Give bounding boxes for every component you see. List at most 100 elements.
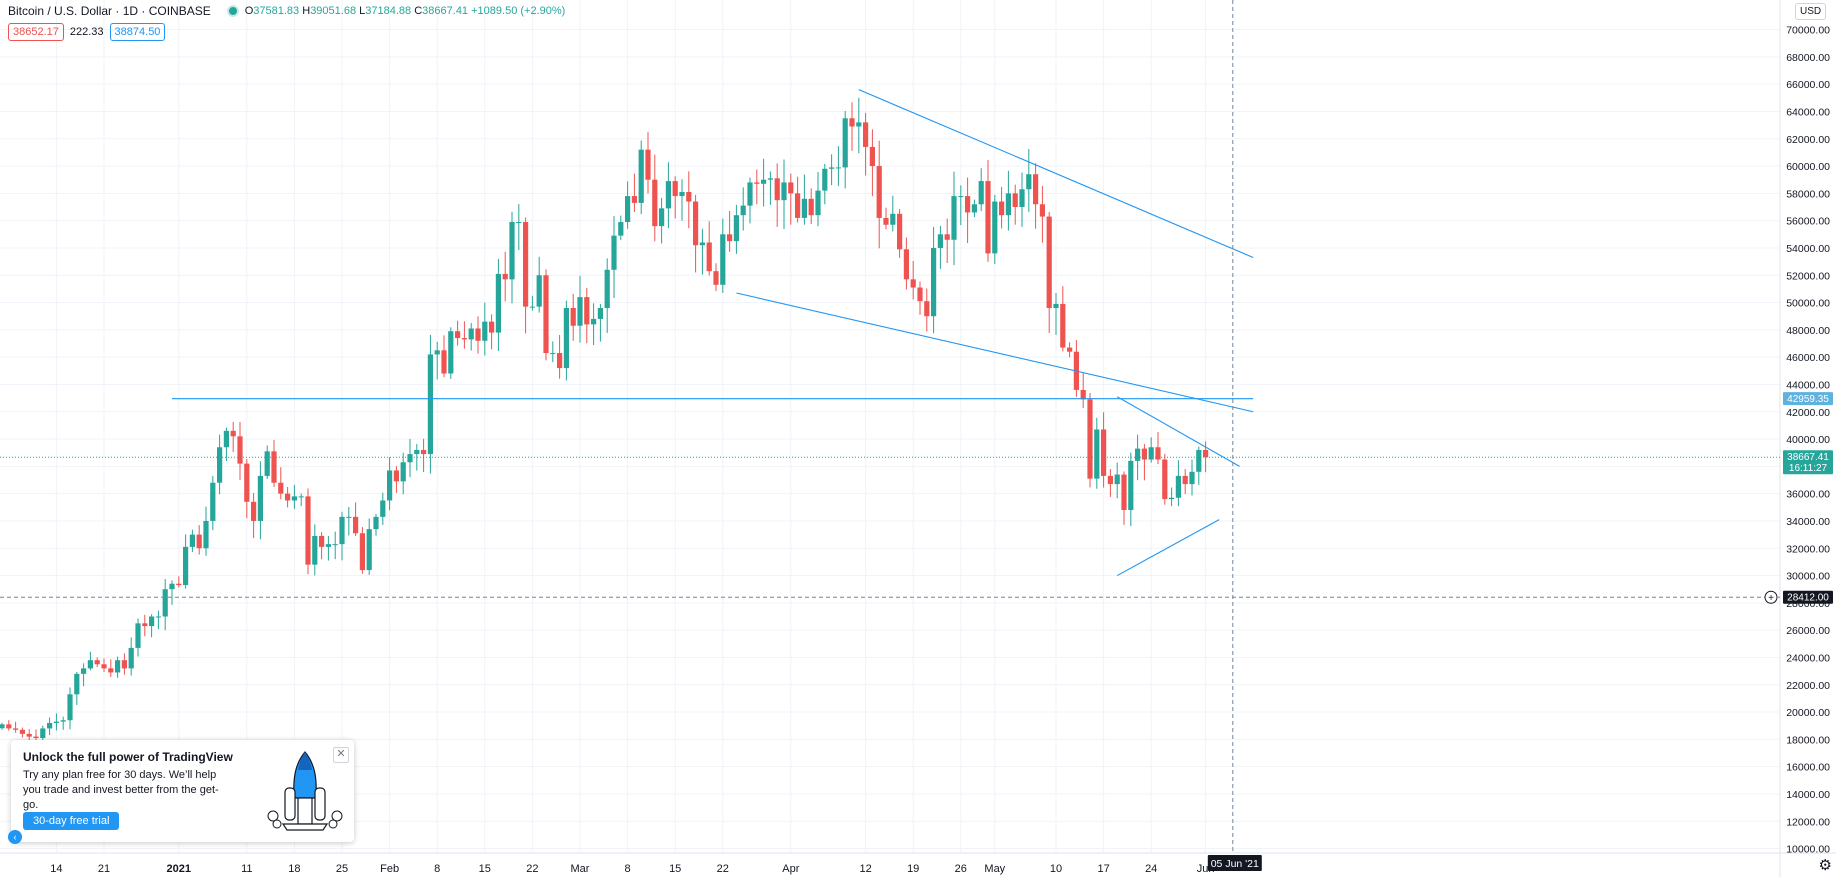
candle-body [176, 583, 182, 586]
candle-body [1182, 475, 1188, 485]
candle-body [727, 234, 733, 242]
y-tick-label: 20000.00 [1786, 707, 1830, 719]
low-value: 37184.88 [365, 5, 412, 17]
time-axis[interactable]: 14 21 2021 11 18 25 Feb 8 15 22 Mar 8 15 22 Apr 12 19 26 M… [50, 863, 1214, 875]
candle-body [1135, 448, 1141, 461]
candle-body [380, 500, 386, 517]
candle-body [625, 196, 631, 223]
trade-buttons: 38652.17 222.33 38874.50 [8, 23, 166, 41]
candle-body [767, 178, 773, 180]
candle-body [985, 181, 991, 254]
y-tick-label: 10000.00 [1786, 844, 1830, 856]
candle-body [1107, 475, 1113, 485]
trendline-lower-channel [736, 292, 1254, 413]
y-tick-label: 54000.00 [1786, 243, 1830, 255]
candle-body [230, 430, 236, 437]
candle-body [1128, 460, 1134, 511]
candle-body [754, 182, 760, 184]
candle-body [856, 122, 862, 127]
promo-title: Unlock the full power of TradingView [23, 750, 233, 764]
x-tick-label: 22 [526, 863, 538, 875]
sell-price-button[interactable]: 38652.17 [8, 23, 64, 41]
x-tick-label: Feb [380, 863, 399, 875]
candle-body [251, 501, 257, 521]
candle-body [67, 694, 73, 721]
candle-body [788, 182, 794, 194]
trendlines [172, 89, 1254, 577]
high-value: 39051.68 [310, 5, 357, 17]
candle-body [631, 196, 637, 203]
y-tick-label: 12000.00 [1786, 816, 1830, 828]
market-status-icon[interactable] [226, 5, 239, 17]
candle-body [992, 201, 998, 254]
add-alert-icon [1764, 590, 1778, 604]
candle-body [244, 463, 250, 502]
last-price-tag-bg [1783, 450, 1833, 475]
candle-body [339, 516, 345, 545]
candle-body [217, 447, 223, 483]
last-price-tag-label: 16:11:27 [1789, 463, 1828, 474]
candle-body [1087, 399, 1093, 479]
candle-body [121, 660, 127, 669]
candle-body [591, 318, 597, 325]
candle-body [801, 198, 807, 218]
candle-body [597, 308, 603, 319]
y-tick-label: 70000.00 [1786, 25, 1830, 37]
candle-body [965, 196, 971, 213]
y-tick-label: 58000.00 [1786, 188, 1830, 200]
candle-body [183, 546, 189, 586]
candle-body [618, 222, 624, 236]
symbol-title[interactable]: Bitcoin / U.S. Dollar · 1D · COINBASE [8, 4, 211, 18]
crosshair-price-tag-bg [1783, 590, 1833, 604]
candle-body [999, 201, 1005, 216]
candle-body [305, 496, 311, 565]
last-price-tag-label: 38667.41 [1787, 452, 1829, 463]
gear-icon[interactable]: ⚙ [1818, 857, 1832, 874]
candle-body [849, 118, 855, 127]
candle-body [237, 436, 243, 464]
candle-body [448, 331, 454, 374]
candle-body [699, 242, 705, 246]
free-trial-button[interactable]: 30-day free trial [23, 812, 120, 830]
candle-body [761, 179, 767, 184]
candle-body [720, 234, 726, 285]
candle-body [278, 482, 284, 494]
candle-body [958, 196, 964, 198]
crosshair-price-tag-label: 28412.00 [1787, 593, 1829, 604]
close-icon[interactable]: ✕ [333, 747, 349, 763]
candle-body [529, 306, 535, 308]
candle-body [427, 354, 433, 455]
candle-body [291, 496, 297, 501]
candle-body [1162, 459, 1168, 500]
y-tick-label: 56000.00 [1786, 216, 1830, 228]
candle-body [353, 516, 359, 534]
candle-body [1026, 174, 1032, 190]
candle-body [298, 496, 304, 498]
candle-body [774, 178, 780, 201]
candle-body [638, 149, 644, 203]
x-tick-label: 21 [98, 863, 110, 875]
y-tick-label: 60000.00 [1786, 161, 1830, 173]
candle-body [1053, 303, 1059, 309]
scroll-to-start-icon[interactable]: ‹ [8, 830, 22, 844]
candle-body [285, 493, 291, 501]
x-tick-label: 15 [669, 863, 681, 875]
price-axis[interactable]: 10000.00 12000.00 14000.00 16000.00 18000.00… [1786, 25, 1830, 856]
currency-button[interactable]: USD [1795, 3, 1827, 20]
candle-body [1019, 189, 1025, 207]
candle-body [1060, 303, 1066, 348]
y-tick-label: 34000.00 [1786, 516, 1830, 528]
candle-body [312, 535, 318, 565]
candle-body [74, 673, 80, 695]
candle-body [536, 275, 542, 307]
candle-body [577, 297, 583, 326]
y-tick-label: 40000.00 [1786, 434, 1830, 446]
candle-body [421, 449, 427, 455]
candle-body [359, 533, 365, 571]
promo-popup: Unlock the full power of TradingView Try… [11, 740, 354, 842]
buy-price-button[interactable]: 38874.50 [109, 23, 166, 41]
candle-body [584, 297, 590, 325]
candle-body [1005, 193, 1011, 216]
candle-body [733, 215, 739, 242]
